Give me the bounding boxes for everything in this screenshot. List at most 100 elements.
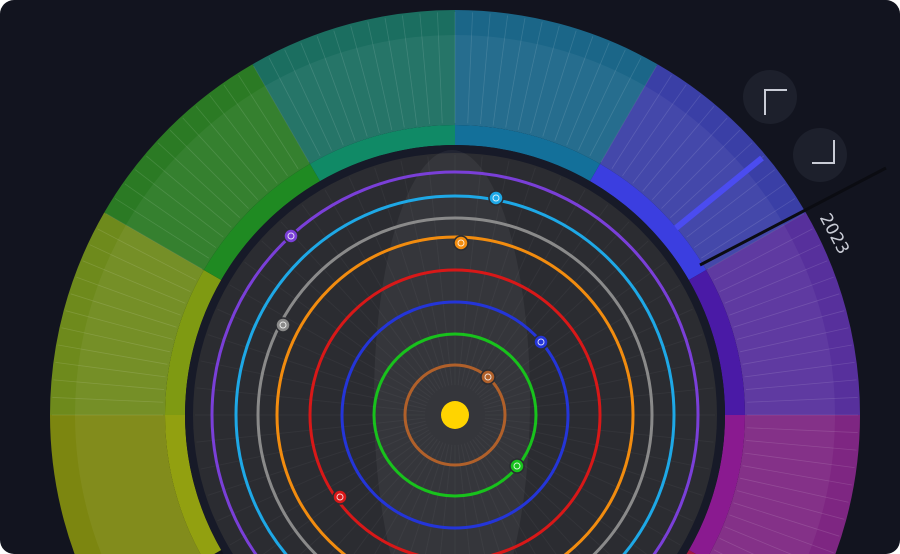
day-tick	[719, 244, 821, 292]
month-segment	[706, 212, 860, 415]
orbit	[340, 300, 570, 530]
planet-glyph	[492, 194, 500, 202]
disk-ray	[424, 444, 450, 554]
day-tick	[719, 538, 755, 554]
month-ring	[455, 125, 600, 182]
planet-marker	[533, 334, 549, 350]
orbits	[195, 155, 715, 554]
month-segment	[50, 415, 201, 554]
day-tick	[55, 362, 166, 378]
day-tick	[736, 490, 845, 520]
day-tick	[437, 12, 443, 124]
month-band	[600, 85, 785, 271]
day-tick	[350, 25, 380, 134]
disk-ray	[460, 444, 486, 554]
month-band	[265, 35, 455, 164]
day-tick	[661, 129, 741, 209]
day-tick	[82, 260, 186, 304]
month-band	[125, 85, 311, 271]
day-tick	[746, 397, 858, 403]
month-ring	[310, 125, 455, 182]
month-segment	[709, 415, 860, 554]
day-tick	[146, 155, 232, 228]
day-tick	[733, 502, 840, 537]
planet-marker	[480, 369, 496, 385]
day-tick	[578, 49, 626, 151]
day-tick	[61, 327, 171, 353]
prev-button[interactable]	[743, 70, 797, 124]
planet-glyph	[457, 239, 465, 247]
day-tick	[739, 327, 849, 353]
day-tick	[713, 228, 813, 281]
orbit-disk	[193, 153, 717, 554]
month-ring	[688, 270, 745, 415]
day-tick	[622, 84, 687, 177]
button-circle[interactable]	[793, 128, 847, 182]
planet-marker	[275, 317, 291, 333]
day-tick	[742, 465, 852, 486]
planet-glyph	[513, 462, 521, 470]
day-tick	[745, 440, 857, 451]
day-tick	[701, 198, 796, 259]
day-tick	[729, 276, 834, 316]
month-segment	[104, 64, 311, 271]
current-day-marker	[674, 155, 764, 231]
day-tick	[554, 36, 594, 141]
planet-glyph	[537, 338, 545, 346]
day-tick	[419, 13, 430, 125]
day-tick	[517, 21, 543, 131]
day-tick	[65, 310, 174, 340]
month-band	[75, 415, 201, 554]
day-tick	[53, 379, 165, 390]
shade-band	[374, 150, 530, 554]
day-tick	[746, 427, 858, 433]
day-tick	[70, 293, 177, 328]
month-ring	[688, 415, 745, 554]
day-tick	[223, 84, 288, 177]
day-tick	[733, 293, 840, 328]
month-segment	[50, 212, 204, 415]
button-circle[interactable]	[743, 70, 797, 124]
next-button[interactable]	[793, 128, 847, 182]
orbit	[210, 170, 700, 554]
day-tick	[589, 57, 642, 157]
day-tick	[600, 65, 657, 163]
planet-marker	[283, 228, 299, 244]
day-tick	[724, 260, 828, 304]
day-tick	[58, 344, 168, 365]
day-tick	[195, 106, 268, 192]
day-tick	[736, 310, 845, 340]
day-tick	[105, 213, 203, 270]
planet-glyph	[484, 373, 492, 381]
month-band	[709, 415, 835, 554]
planet-marker	[332, 489, 348, 505]
day-tick	[467, 12, 473, 124]
planet-marker	[453, 235, 469, 251]
day-tick	[744, 452, 855, 468]
month-segment	[600, 64, 806, 271]
planet-glyph	[287, 232, 295, 240]
day-tick	[253, 65, 310, 163]
day-tick	[402, 15, 418, 126]
month-segment	[455, 10, 658, 164]
month-segment	[252, 10, 455, 164]
month-band	[706, 225, 835, 415]
month-band	[455, 35, 645, 164]
month-ring	[686, 550, 696, 554]
sun	[441, 401, 469, 429]
day-tick	[76, 276, 181, 316]
day-tick	[209, 95, 278, 184]
orbit	[372, 332, 538, 498]
disk-ray	[439, 444, 453, 554]
day-tick	[89, 244, 191, 292]
day-tick	[724, 526, 792, 554]
day-tick	[707, 213, 805, 270]
up-chevron-icon	[764, 89, 787, 115]
planet-marker	[509, 458, 525, 474]
day-tick	[686, 169, 775, 238]
day-tick	[52, 397, 164, 403]
day-tick	[367, 21, 393, 131]
day-tick	[505, 18, 526, 128]
